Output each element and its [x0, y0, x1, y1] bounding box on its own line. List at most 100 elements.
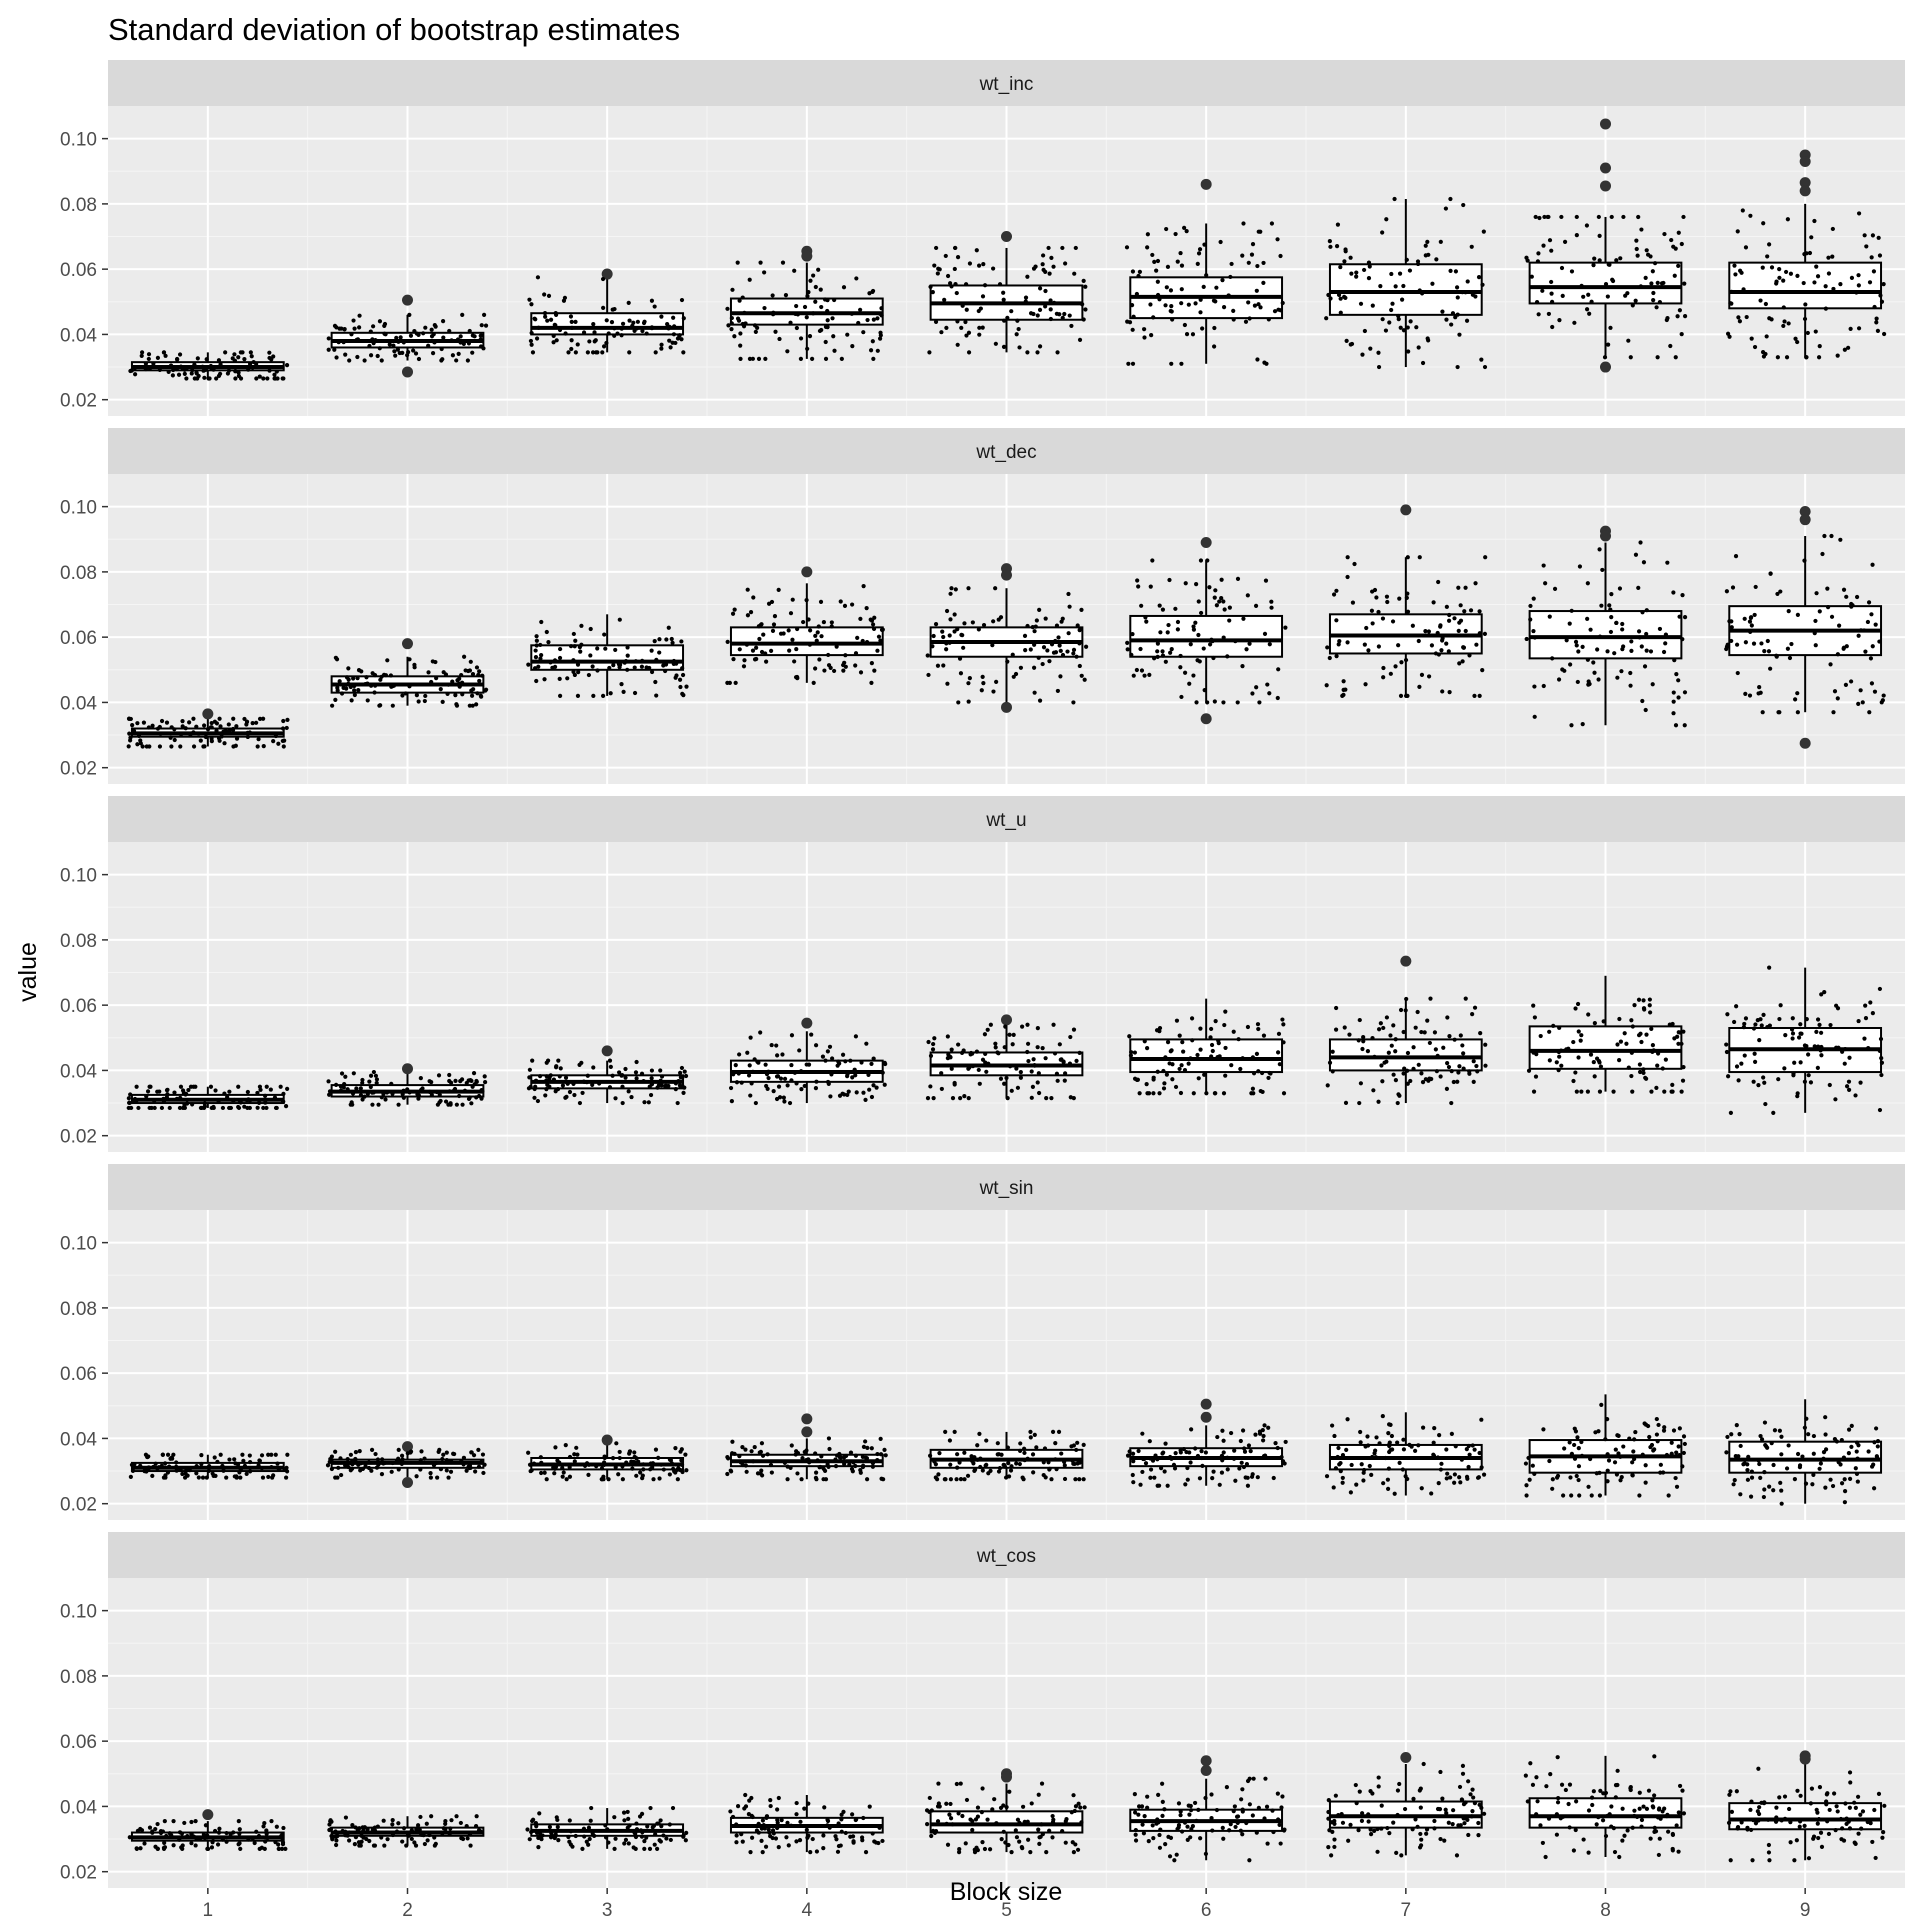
jitter-point — [1748, 1807, 1753, 1812]
jitter-point — [1178, 665, 1183, 670]
jitter-point — [248, 1469, 253, 1474]
jitter-point — [1865, 619, 1871, 625]
jitter-point — [869, 618, 875, 623]
jitter-point — [659, 1074, 665, 1079]
jitter-point — [1275, 1791, 1280, 1796]
jitter-point — [1597, 1493, 1603, 1498]
jitter-point — [1474, 642, 1479, 647]
jitter-point — [1046, 245, 1051, 251]
jitter-point — [1605, 1417, 1610, 1422]
jitter-point — [1830, 226, 1835, 232]
jitter-point — [461, 1455, 467, 1460]
jitter-point — [1186, 1056, 1191, 1062]
jitter-point — [1358, 1429, 1363, 1435]
jitter-point — [1210, 1476, 1215, 1481]
jitter-point — [1127, 1034, 1132, 1039]
jitter-point — [1672, 1036, 1677, 1041]
jitter-point — [943, 253, 948, 259]
jitter-point — [1817, 344, 1822, 349]
jitter-point — [1673, 246, 1678, 251]
jitter-point — [1828, 662, 1833, 667]
jitter-point — [982, 1846, 988, 1852]
jitter-point — [813, 666, 818, 671]
jitter-point — [1028, 647, 1033, 652]
jitter-point — [1876, 1791, 1882, 1796]
jitter-point — [534, 336, 540, 341]
jitter-point — [1217, 599, 1222, 604]
jitter-point — [800, 1456, 805, 1461]
jitter-point — [769, 1470, 774, 1475]
jitter-point — [147, 366, 152, 371]
jitter-point — [639, 1071, 645, 1076]
outlier-point — [601, 1434, 613, 1446]
jitter-point — [1807, 250, 1813, 256]
jitter-point — [376, 1102, 381, 1107]
jitter-point — [1592, 670, 1597, 675]
jitter-point — [1033, 624, 1038, 629]
jitter-point — [263, 1839, 268, 1844]
jitter-point — [378, 703, 383, 708]
jitter-point — [356, 1840, 362, 1845]
jitter-point — [1633, 1429, 1638, 1435]
jitter-point — [1276, 1031, 1282, 1036]
jitter-point — [1410, 1827, 1415, 1832]
jitter-point — [534, 1824, 539, 1829]
jitter-point — [1253, 1432, 1258, 1437]
jitter-point — [1470, 1443, 1475, 1448]
jitter-point — [1168, 650, 1173, 655]
jitter-point — [730, 1439, 735, 1444]
jitter-point — [1774, 1815, 1779, 1820]
jitter-point — [826, 652, 831, 658]
jitter-point — [1753, 1821, 1759, 1826]
jitter-point — [865, 1445, 870, 1450]
jitter-point — [1408, 1078, 1413, 1084]
jitter-point — [1676, 695, 1681, 700]
jitter-point — [1765, 254, 1770, 259]
jitter-point — [1203, 1450, 1208, 1455]
box-wt_u-4 — [728, 1017, 888, 1106]
jitter-point — [1758, 1433, 1763, 1439]
jitter-point — [677, 677, 683, 682]
facet-strip — [108, 60, 1905, 106]
jitter-point — [414, 1827, 419, 1832]
jitter-point — [1471, 1059, 1476, 1064]
jitter-point — [1005, 659, 1010, 664]
jitter-point — [1876, 235, 1881, 240]
jitter-point — [1625, 1828, 1630, 1833]
jitter-point — [134, 1084, 139, 1089]
jitter-point — [1340, 1820, 1346, 1825]
jitter-point — [623, 1075, 628, 1080]
jitter-point — [1145, 232, 1150, 237]
jitter-point — [1262, 1453, 1268, 1458]
jitter-point — [416, 1096, 421, 1101]
jitter-point — [861, 330, 866, 335]
jitter-point — [373, 683, 378, 688]
jitter-point — [1576, 1477, 1581, 1483]
jitter-point — [257, 1084, 263, 1089]
jitter-point — [1152, 259, 1157, 265]
jitter-point — [438, 1098, 443, 1104]
jitter-point — [1167, 1854, 1173, 1859]
jitter-point — [870, 339, 875, 344]
jitter-point — [448, 1102, 453, 1107]
jitter-point — [766, 1075, 771, 1081]
jitter-point — [961, 1048, 966, 1053]
jitter-point — [1162, 1807, 1167, 1812]
jitter-point — [805, 294, 810, 299]
jitter-point — [280, 1836, 285, 1841]
jitter-point — [436, 1449, 441, 1454]
jitter-point — [1569, 269, 1575, 274]
jitter-point — [785, 349, 790, 354]
jitter-point — [347, 1838, 352, 1843]
jitter-point — [1556, 1796, 1561, 1801]
jitter-point — [1175, 619, 1181, 625]
y-axis-title: value — [14, 942, 42, 1002]
jitter-point — [337, 679, 342, 684]
jitter-point — [1324, 683, 1329, 688]
outlier-point — [1001, 569, 1012, 581]
jitter-point — [758, 1030, 763, 1035]
jitter-point — [354, 337, 359, 342]
jitter-point — [882, 1447, 887, 1452]
jitter-point — [1195, 261, 1200, 266]
jitter-point — [469, 1078, 474, 1083]
